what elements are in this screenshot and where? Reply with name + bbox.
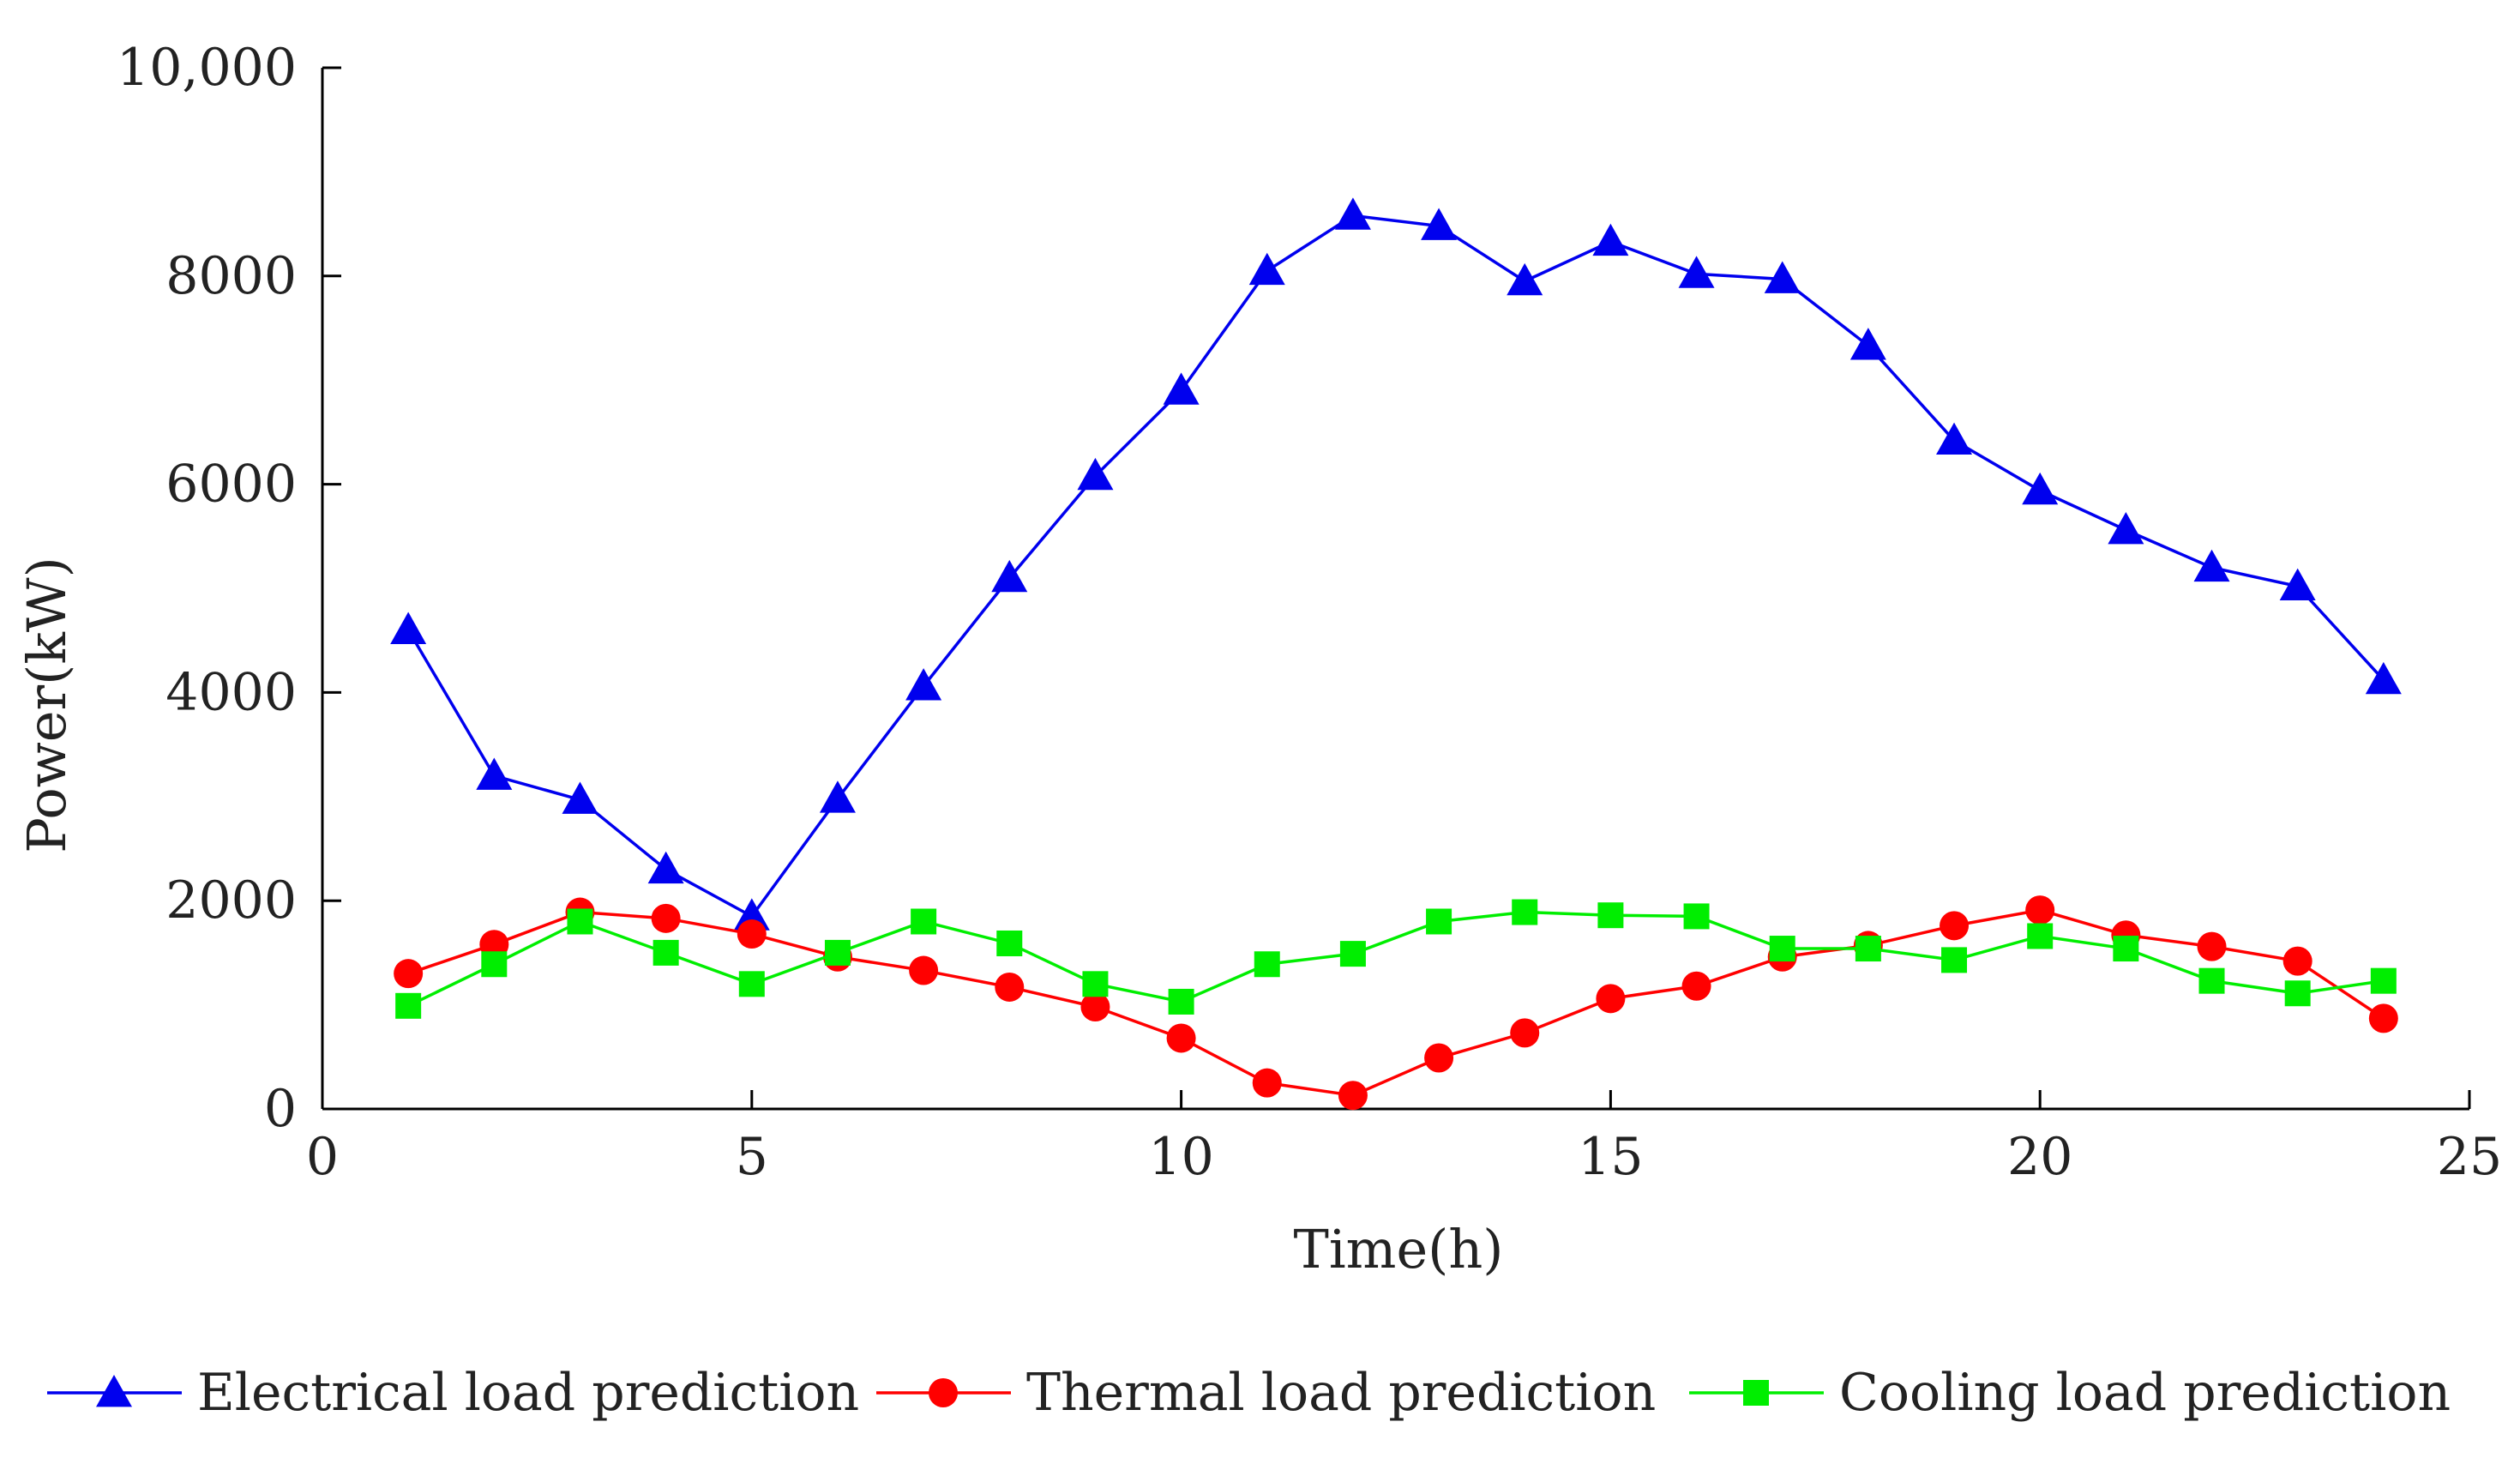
data-point-thermal-load-prediction	[737, 919, 767, 949]
y-tick-label: 8000	[165, 246, 297, 306]
data-point-electrical-load-prediction	[1334, 197, 1371, 230]
legend-item-thermal-load-prediction: Thermal load prediction	[876, 1363, 1656, 1423]
series-cooling-load-prediction	[395, 899, 2397, 1019]
data-point-cooling-load-prediction	[395, 992, 422, 1019]
series-thermal-load-prediction	[394, 895, 2398, 1111]
data-point-cooling-load-prediction	[1597, 902, 1624, 929]
x-tick-label: 5	[736, 1127, 768, 1187]
series-line-cooling-load-prediction	[407, 910, 2385, 1008]
y-tick-label: 2000	[165, 871, 297, 931]
legend-marker-cooling-load-prediction	[1743, 1380, 1769, 1406]
series-electrical-load-prediction	[390, 197, 2402, 931]
data-point-cooling-load-prediction	[567, 908, 593, 935]
data-point-electrical-load-prediction	[562, 781, 598, 814]
data-point-electrical-load-prediction	[991, 559, 1028, 593]
data-point-electrical-load-prediction	[905, 668, 942, 701]
data-point-thermal-load-prediction	[1424, 1043, 1454, 1073]
data-point-cooling-load-prediction	[1769, 936, 1795, 962]
data-point-thermal-load-prediction	[1596, 984, 1626, 1014]
legend-marker-thermal-load-prediction	[929, 1378, 958, 1407]
data-point-electrical-load-prediction	[1507, 262, 1543, 296]
axes: 0 5 10 15 20 25 0 2000 4000 6000 8000 10,000	[117, 38, 2502, 1187]
data-point-thermal-load-prediction	[2025, 895, 2055, 925]
data-point-cooling-load-prediction	[2370, 967, 2397, 994]
data-point-cooling-load-prediction	[1855, 936, 1881, 962]
y-tick-label: 6000	[165, 455, 297, 515]
data-point-cooling-load-prediction	[1082, 971, 1109, 997]
data-point-thermal-load-prediction	[651, 903, 681, 933]
data-point-cooling-load-prediction	[1683, 903, 1710, 930]
data-point-cooling-load-prediction	[824, 939, 851, 966]
data-point-thermal-load-prediction	[1681, 971, 1711, 1001]
data-point-electrical-load-prediction	[1163, 372, 1200, 405]
legend-label-cooling-load-prediction: Cooling load prediction	[1839, 1363, 2451, 1423]
data-point-cooling-load-prediction	[2113, 936, 2139, 962]
legend-label-electrical-load-prediction: Electrical load prediction	[197, 1363, 859, 1423]
data-point-electrical-load-prediction	[2022, 472, 2059, 505]
y-tick-label: 10,000	[117, 38, 297, 98]
x-tick-label: 20	[2007, 1127, 2072, 1187]
data-point-thermal-load-prediction	[2197, 931, 2227, 961]
data-point-cooling-load-prediction	[2198, 967, 2225, 994]
data-point-thermal-load-prediction	[1166, 1023, 1196, 1053]
data-point-electrical-load-prediction	[819, 780, 856, 813]
data-point-thermal-load-prediction	[1940, 911, 1970, 941]
data-point-thermal-load-prediction	[394, 959, 424, 989]
data-point-cooling-load-prediction	[1426, 908, 1452, 935]
data-point-electrical-load-prediction	[2365, 661, 2402, 695]
data-point-electrical-load-prediction	[1849, 328, 1886, 360]
data-point-cooling-load-prediction	[1254, 951, 1280, 978]
data-point-electrical-load-prediction	[1764, 261, 1801, 293]
legend-label-thermal-load-prediction: Thermal load prediction	[1026, 1363, 1656, 1423]
y-tick-label: 4000	[165, 662, 297, 722]
data-point-cooling-load-prediction	[1168, 988, 1194, 1015]
data-point-cooling-load-prediction	[1512, 899, 1538, 925]
legend-item-electrical-load-prediction: Electrical load prediction	[47, 1363, 859, 1423]
data-point-thermal-load-prediction	[2282, 946, 2313, 976]
data-point-electrical-load-prediction	[647, 851, 684, 884]
data-point-thermal-load-prediction	[1338, 1081, 1368, 1111]
x-axis-label: Time(h)	[1294, 1218, 1504, 1280]
data-point-thermal-load-prediction	[2368, 1003, 2398, 1033]
data-point-cooling-load-prediction	[1339, 941, 1366, 967]
y-tick-label: 0	[264, 1079, 297, 1139]
data-point-electrical-load-prediction	[390, 612, 427, 644]
data-point-cooling-load-prediction	[738, 971, 765, 997]
legend: Electrical load prediction Thermal load p…	[47, 1363, 2451, 1423]
data-point-electrical-load-prediction	[476, 757, 513, 790]
data-point-electrical-load-prediction	[2279, 568, 2316, 600]
x-tick-label: 0	[306, 1127, 339, 1187]
data-point-thermal-load-prediction	[995, 972, 1025, 1002]
x-tick-label: 25	[2437, 1127, 2502, 1187]
data-point-electrical-load-prediction	[1592, 223, 1629, 256]
data-point-cooling-load-prediction	[2284, 980, 2311, 1007]
data-point-electrical-load-prediction	[1678, 256, 1715, 288]
data-point-electrical-load-prediction	[1421, 208, 1458, 240]
data-point-cooling-load-prediction	[911, 908, 937, 935]
x-tick-label: 10	[1148, 1127, 1213, 1187]
data-point-thermal-load-prediction	[1252, 1068, 1282, 1098]
legend-marker-electrical-load-prediction	[96, 1375, 132, 1407]
data-point-thermal-load-prediction	[1080, 992, 1110, 1022]
data-point-electrical-load-prediction	[1077, 457, 1114, 491]
data-point-thermal-load-prediction	[1510, 1018, 1540, 1048]
y-axis-label: Power(kW)	[15, 557, 78, 853]
data-point-electrical-load-prediction	[2108, 512, 2144, 545]
data-point-thermal-load-prediction	[909, 955, 939, 985]
data-point-cooling-load-prediction	[2027, 923, 2054, 949]
data-point-electrical-load-prediction	[733, 898, 770, 931]
data-point-cooling-load-prediction	[653, 939, 679, 966]
series-layer	[390, 197, 2402, 1111]
data-point-electrical-load-prediction	[1936, 422, 1973, 455]
series-line-electrical-load-prediction	[406, 214, 2385, 919]
data-point-cooling-load-prediction	[996, 930, 1023, 956]
data-point-electrical-load-prediction	[2193, 549, 2230, 582]
x-tick-label: 15	[1578, 1127, 1643, 1187]
data-point-cooling-load-prediction	[481, 951, 508, 978]
legend-item-cooling-load-prediction: Cooling load prediction	[1689, 1363, 2451, 1423]
data-point-electrical-load-prediction	[1248, 252, 1285, 286]
data-point-cooling-load-prediction	[1941, 947, 1968, 973]
